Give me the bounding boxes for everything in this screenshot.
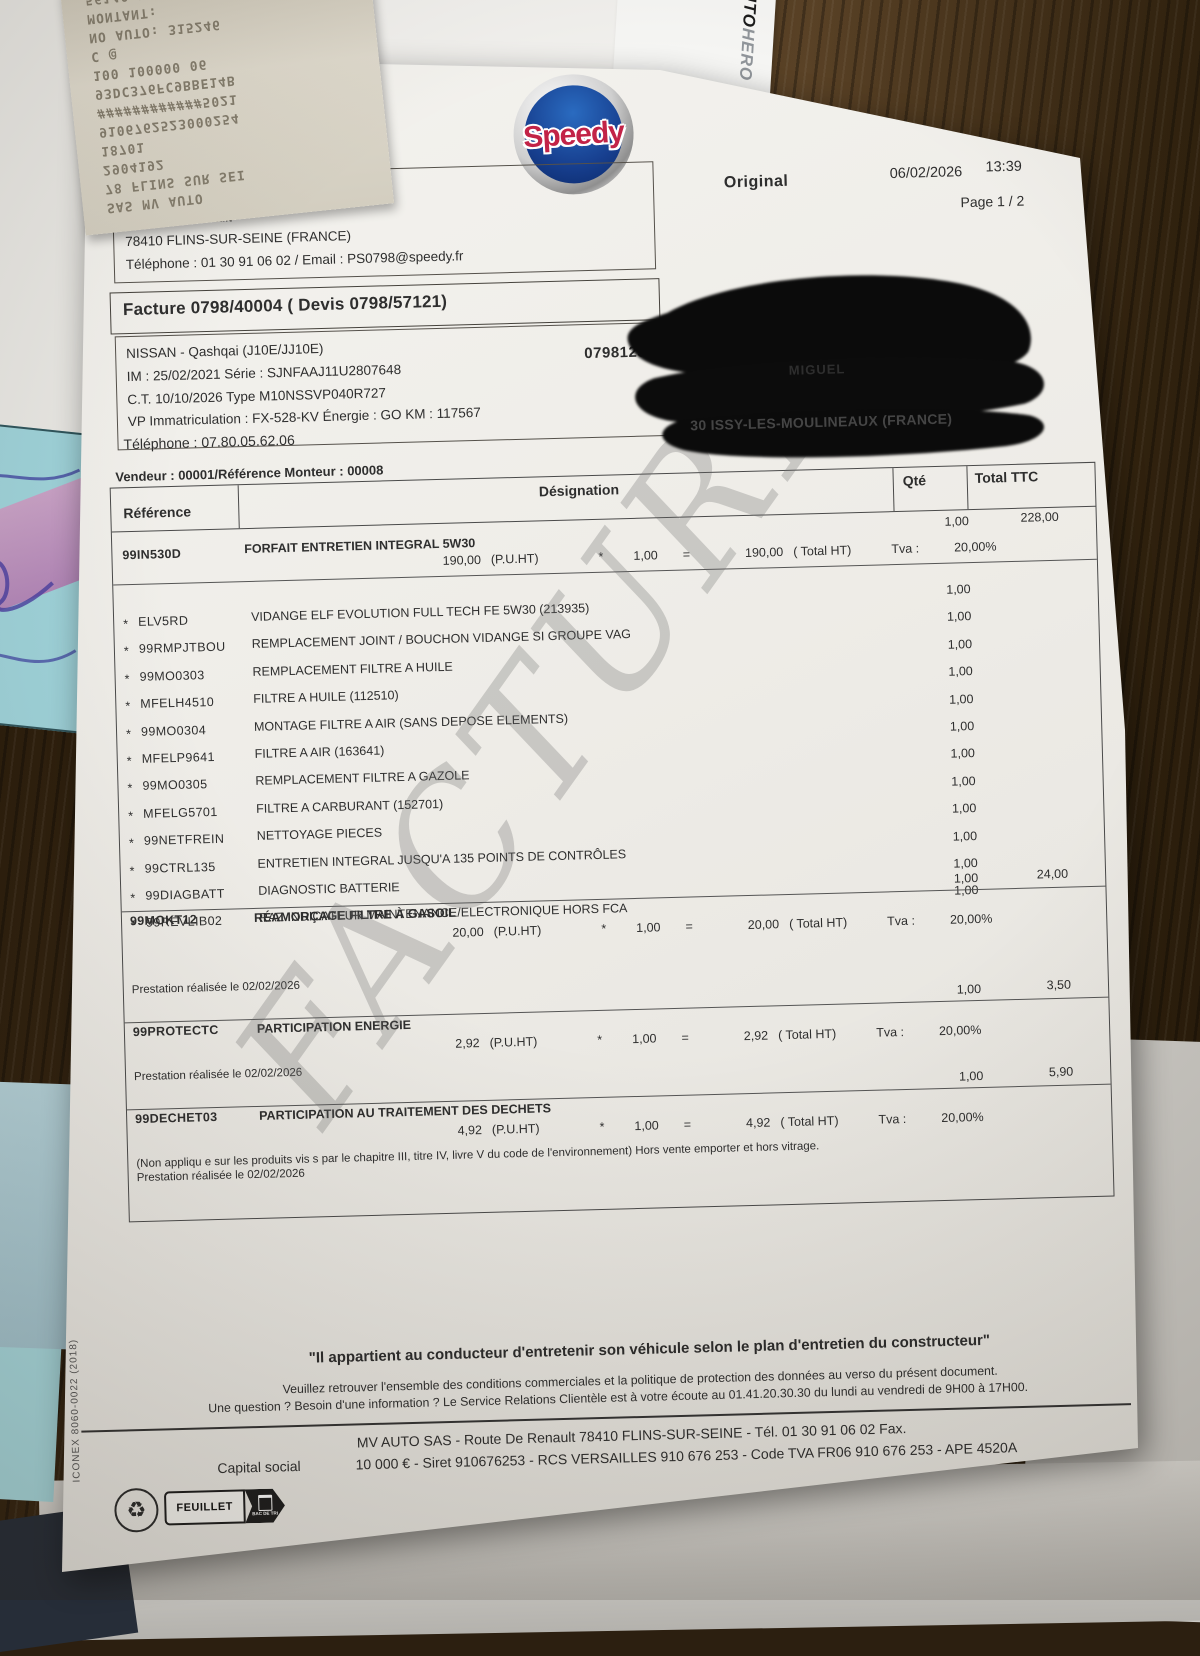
page-indicator: Page 1 / 2	[960, 192, 1025, 211]
row-reference: MFELH4510	[140, 695, 215, 712]
row-reference: 99RMPJTBOU	[138, 640, 226, 657]
row-bullet: *	[123, 617, 129, 632]
row-reference: 99NETFREIN	[143, 831, 225, 848]
bin-label: BAC DE TRI	[252, 1510, 279, 1517]
row-reference: 99CTRL135	[144, 859, 216, 876]
row-designation: VIDANGE ELF EVOLUTION FULL TECH FE 5W30 …	[250, 601, 590, 624]
invoice-line-block: 1,00 3,50 99PROTECTC PARTICIPATION ENERG…	[124, 977, 1110, 1084]
invoice-content: Speedy Route De Renault 78410 FLINS-SUR-…	[62, 58, 1138, 1572]
customer-name-partial: MIGUEL	[788, 361, 846, 378]
capital-label: Capital social	[217, 1457, 301, 1477]
priced-items: 1,00 24,00 99MOKT12 RÉAMORÇAGE FILTRE À …	[121, 866, 1112, 1193]
row-bullet: *	[127, 781, 133, 796]
row-reference: MFELP9641	[141, 749, 216, 766]
iconex-print-reference: ICONEX 8060-0022 (2018)	[67, 1338, 83, 1483]
redaction-blob	[627, 275, 1044, 458]
table-column-rule	[892, 468, 895, 512]
items-table: Référence Désignation Qté Total TTC 1,00…	[109, 461, 1115, 1223]
row-designation: REMPLACEMENT FILTRE A HUILE	[252, 659, 453, 679]
main-item-total: 228,00	[1020, 509, 1059, 525]
feuillet-label: FEUILLET	[163, 1489, 246, 1526]
block-qty: 1,00	[956, 981, 982, 997]
row-bullet: *	[128, 836, 135, 851]
block-total: 3,50	[1046, 977, 1072, 993]
row-qty: 1,00	[950, 746, 976, 762]
row-qty: 1,00	[953, 855, 978, 871]
row-reference: 99MO0304	[140, 722, 207, 739]
row-bullet: *	[125, 699, 131, 714]
main-item-qty: 1,00	[944, 514, 970, 529]
row-bullet: *	[125, 726, 132, 741]
block-qty: 1,00	[953, 870, 979, 886]
block-qty: 1,00	[958, 1068, 984, 1084]
row-reference: 99MO0303	[139, 667, 205, 684]
speedy-logo-text: Speedy	[522, 115, 625, 155]
column-header-designation: Désignation	[538, 481, 620, 500]
block-total: 24,00	[1036, 866, 1069, 882]
row-qty: 1,00	[951, 801, 977, 816]
pen-scribbles	[0, 468, 81, 663]
table-column-rule	[966, 466, 969, 510]
teal-paper-with-scribbles	[0, 421, 109, 734]
column-header-total: Total TTC	[974, 468, 1039, 486]
row-reference: 99MO0305	[142, 777, 208, 794]
invoice-time: 13:39	[985, 158, 1023, 176]
row-qty: 1,00	[952, 828, 978, 844]
main-item-reference: 99IN530D	[122, 546, 182, 563]
row-qty: 1,00	[948, 664, 973, 679]
row-designation: NETTOYAGE PIECES	[256, 825, 383, 843]
invoice-line-block: 1,00 5,90 99DECHET03 PARTICIPATION AU TR…	[126, 1064, 1112, 1185]
block-designation: RÉAMORÇAGE FILTRE À GASOIL	[253, 905, 456, 925]
row-qty: 1,00	[946, 609, 972, 625]
row-bullet: *	[129, 863, 135, 878]
block-reference: 99DECHET03	[135, 1109, 218, 1127]
row-designation: FILTRE A HUILE (112510)	[253, 688, 399, 707]
column-header-qty: Qté	[902, 472, 927, 489]
row-designation: REMPLACEMENT FILTRE A GAZOLE	[255, 768, 470, 789]
block-designation: PARTICIPATION ENERGIE	[256, 1017, 412, 1036]
row-designation: FILTRE A AIR (163641)	[254, 743, 385, 761]
row-qty: 1,00	[946, 582, 971, 597]
row-bullet: *	[123, 644, 130, 659]
block-reference: 99PROTECTC	[132, 1022, 219, 1040]
row-bullet: *	[126, 754, 132, 769]
table-column-rule	[237, 485, 240, 529]
row-reference: ELV5RD	[137, 613, 189, 629]
row-qty: 1,00	[948, 691, 974, 707]
column-header-reference: Référence	[123, 503, 192, 522]
customer-phone: Téléphone : 07.80.05.62.06	[123, 431, 295, 453]
row-bullet: *	[124, 671, 130, 687]
block-reference: 99MOKT12	[129, 912, 198, 929]
row-designation: FILTRE A CARBURANT (152701)	[255, 796, 444, 816]
row-bullet: *	[128, 808, 134, 823]
invoice-sheet-wrapper: Speedy Route De Renault 78410 FLINS-SUR-…	[40, 30, 1150, 1585]
triman-recycling-icon: ♻	[113, 1487, 160, 1533]
invoice-sheet: Speedy Route De Renault 78410 FLINS-SUR-…	[62, 58, 1138, 1572]
row-reference: MFELG5701	[143, 804, 218, 821]
row-qty: 1,00	[949, 719, 975, 734]
feuillet-sorting-tag: FEUILLET BAC DE TRI	[163, 1488, 285, 1526]
row-qty: 1,00	[951, 773, 976, 789]
block-total: 5,90	[1048, 1064, 1074, 1080]
copy-label: Original	[723, 172, 789, 192]
recycling-bin-icon: BAC DE TRI	[244, 1488, 285, 1523]
row-qty: 1,00	[947, 636, 973, 652]
invoice-date: 06/02/2026	[889, 164, 963, 183]
